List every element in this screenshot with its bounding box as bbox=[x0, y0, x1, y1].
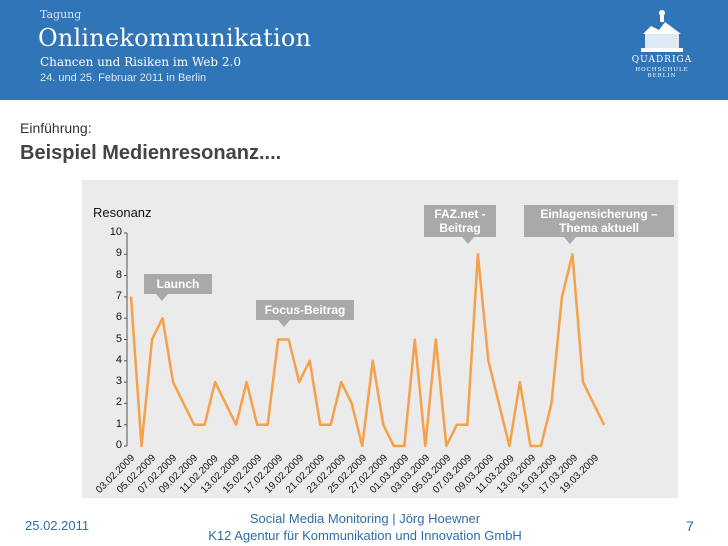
callout-einlagensicherung: Einlagensicherung – Thema aktuell bbox=[524, 205, 674, 237]
data-point bbox=[456, 423, 458, 426]
data-point bbox=[214, 381, 216, 383]
y-tick-label: 5 bbox=[115, 332, 122, 345]
slide-kicker: Einführung: bbox=[20, 120, 92, 136]
resonance-series-line bbox=[129, 253, 606, 448]
y-tick-label: 1 bbox=[115, 417, 122, 430]
data-point bbox=[161, 317, 164, 320]
logo-subtitle: HOCHSCHULE BERLIN bbox=[635, 67, 689, 79]
data-point bbox=[414, 338, 416, 341]
callout-focus-beitrag: Focus-Beitrag bbox=[256, 300, 354, 320]
footer-line-1: Social Media Monitoring | Jörg Hoewner bbox=[249, 511, 481, 526]
data-point bbox=[193, 423, 195, 426]
slide-title: Beispiel Medienresonanz.... bbox=[20, 142, 282, 164]
data-point bbox=[235, 423, 237, 426]
data-point bbox=[287, 338, 290, 341]
data-point bbox=[329, 423, 332, 426]
data-point bbox=[361, 445, 364, 447]
data-point bbox=[277, 338, 279, 341]
data-point bbox=[561, 296, 563, 298]
data-point bbox=[319, 423, 322, 426]
footer-date: 25.02.2011 bbox=[25, 518, 90, 533]
data-point bbox=[550, 402, 553, 405]
data-point bbox=[182, 402, 185, 405]
callout-faz-beitrag: FAZ.net - Beitrag bbox=[424, 205, 496, 237]
data-point bbox=[298, 381, 300, 383]
data-point bbox=[224, 402, 227, 405]
data-point bbox=[350, 402, 353, 405]
y-tick-label: 0 bbox=[115, 439, 122, 451]
data-point bbox=[130, 296, 132, 298]
y-tick-label: 2 bbox=[115, 396, 122, 409]
y-tick-label: 3 bbox=[115, 375, 122, 388]
callout-pointer bbox=[278, 320, 290, 327]
data-point bbox=[498, 402, 500, 405]
data-point bbox=[487, 360, 490, 362]
quadriga-logo-icon bbox=[641, 10, 683, 52]
header-tag: Tagung bbox=[40, 8, 82, 21]
y-tick-label: 6 bbox=[115, 311, 122, 324]
data-point bbox=[371, 360, 374, 362]
footer-line-2: K12 Agentur für Kommunikation und Innova… bbox=[208, 528, 522, 543]
data-point bbox=[266, 423, 269, 426]
footer-credits: Social Media Monitoring | Jörg Hoewner K… bbox=[150, 510, 580, 544]
y-axis-label: Resonanz bbox=[93, 205, 152, 220]
y-tick-label: 4 bbox=[115, 353, 122, 366]
data-point bbox=[172, 381, 174, 383]
data-point bbox=[340, 381, 343, 383]
data-point bbox=[435, 338, 437, 341]
data-point bbox=[151, 338, 153, 341]
data-point bbox=[308, 360, 311, 362]
y-tick-label: 9 bbox=[115, 247, 122, 260]
y-tick-label: 7 bbox=[115, 289, 122, 302]
data-point bbox=[382, 423, 385, 426]
y-tick-label: 10 bbox=[109, 226, 122, 238]
y-tick-label: 8 bbox=[115, 268, 122, 281]
callout-pointer bbox=[156, 294, 168, 301]
data-point bbox=[477, 253, 479, 256]
page-number: 7 bbox=[686, 518, 694, 534]
callout-launch: Launch bbox=[144, 274, 212, 294]
data-point bbox=[445, 445, 448, 447]
data-point bbox=[245, 381, 248, 383]
logo-name: QUADRIGA bbox=[631, 55, 693, 65]
data-point bbox=[466, 423, 469, 426]
data-point bbox=[140, 445, 143, 447]
data-point bbox=[571, 253, 574, 256]
data-point bbox=[592, 402, 595, 405]
header-subtitle: Chancen und Risiken im Web 2.0 bbox=[40, 55, 241, 69]
callout-pointer bbox=[564, 237, 576, 244]
data-point bbox=[203, 423, 206, 426]
data-point bbox=[392, 445, 395, 447]
data-point bbox=[403, 445, 406, 447]
data-point bbox=[582, 381, 584, 383]
data-point bbox=[540, 445, 542, 447]
data-point bbox=[529, 445, 532, 447]
data-point bbox=[424, 445, 427, 447]
header-banner: Tagung Onlinekommunikation Chancen und R… bbox=[0, 0, 728, 100]
data-point bbox=[256, 423, 258, 426]
data-point bbox=[508, 445, 511, 447]
header-title: Onlinekommunikation bbox=[38, 24, 312, 52]
data-point bbox=[603, 423, 605, 426]
data-point bbox=[519, 381, 521, 383]
callout-pointer bbox=[462, 237, 474, 244]
header-event-date: 24. und 25. Februar 2011 in Berlin bbox=[40, 72, 207, 84]
